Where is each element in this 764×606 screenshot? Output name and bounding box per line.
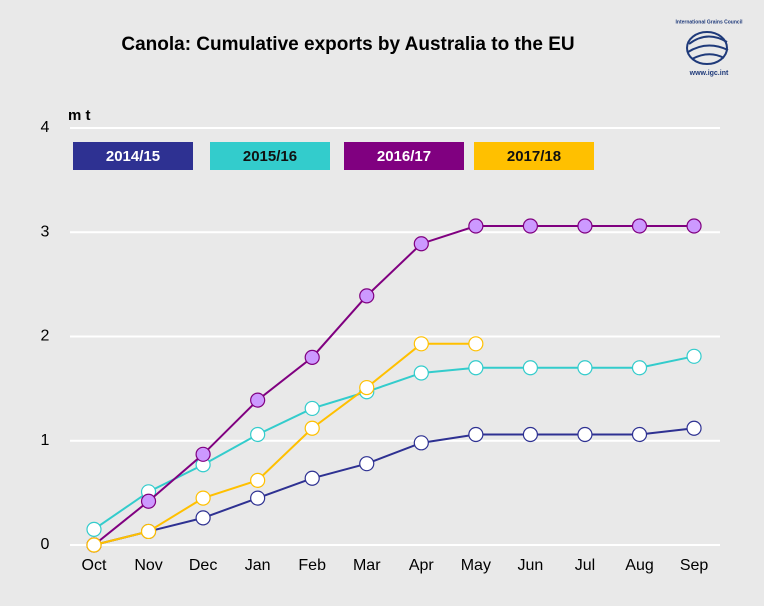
data-point bbox=[468, 336, 484, 352]
data-point bbox=[140, 493, 157, 509]
x-tick-label: Mar bbox=[353, 557, 381, 574]
data-point bbox=[686, 420, 702, 436]
x-tick-label: Feb bbox=[298, 557, 326, 574]
x-tick-label: Jan bbox=[245, 557, 271, 574]
data-point bbox=[250, 392, 266, 408]
chart-title: Canola: Cumulative exports by Australia … bbox=[121, 34, 574, 55]
y-tick-label: 4 bbox=[41, 119, 50, 136]
data-point bbox=[86, 537, 102, 553]
legend-label: 2014/15 bbox=[106, 148, 160, 165]
data-point bbox=[195, 446, 211, 462]
logo-lines bbox=[687, 35, 729, 60]
data-point bbox=[631, 426, 648, 443]
x-tick-label: May bbox=[461, 557, 491, 574]
data-point bbox=[304, 470, 320, 486]
data-point bbox=[359, 288, 375, 304]
data-point bbox=[304, 400, 320, 417]
series-line bbox=[93, 355, 695, 531]
data-point bbox=[413, 365, 429, 381]
data-point bbox=[250, 426, 266, 443]
legend-swatch bbox=[73, 142, 193, 170]
data-point bbox=[631, 360, 648, 376]
data-point bbox=[686, 348, 702, 364]
data-point bbox=[468, 218, 484, 234]
logo-globe bbox=[686, 31, 728, 65]
data-point bbox=[195, 510, 211, 526]
data-point bbox=[413, 435, 429, 451]
x-tick-label: Jul bbox=[575, 557, 595, 574]
legend-swatch bbox=[344, 142, 464, 170]
series bbox=[86, 218, 702, 553]
data-point bbox=[140, 523, 157, 540]
legend-label: 2015/16 bbox=[243, 148, 297, 165]
series-line bbox=[93, 427, 695, 546]
data-point bbox=[413, 336, 429, 352]
y-tick-label: 2 bbox=[41, 328, 50, 345]
data-point bbox=[577, 426, 593, 443]
series-line bbox=[93, 342, 476, 546]
data-point bbox=[250, 490, 266, 506]
data-point bbox=[195, 490, 211, 506]
x-tick-label: Nov bbox=[134, 557, 162, 574]
data-point bbox=[522, 426, 539, 443]
data-point bbox=[631, 218, 648, 234]
series-line bbox=[93, 224, 695, 546]
x-tick-label: Jun bbox=[518, 557, 544, 574]
data-point bbox=[577, 218, 593, 234]
data-point bbox=[413, 236, 429, 252]
x-tick-label: Sep bbox=[680, 557, 709, 574]
y-tick-label: 1 bbox=[41, 432, 50, 449]
series bbox=[86, 336, 484, 553]
logo: International Grains Council www.igc.int bbox=[676, 19, 744, 77]
data-point bbox=[522, 218, 539, 234]
data-point bbox=[86, 521, 102, 537]
data-point bbox=[468, 426, 484, 443]
y-axis-label: m t bbox=[68, 107, 91, 124]
y-tick-label: 0 bbox=[41, 536, 50, 553]
data-point bbox=[250, 472, 266, 488]
data-point bbox=[522, 360, 539, 376]
logo-url: www.igc.int bbox=[689, 70, 729, 77]
x-tick-label: Apr bbox=[409, 557, 435, 574]
data-point bbox=[468, 360, 484, 376]
logo-name: International Grains Council bbox=[676, 19, 744, 25]
data-point bbox=[359, 456, 375, 472]
legend-label: 2017/18 bbox=[507, 148, 561, 165]
y-tick-label: 3 bbox=[41, 223, 50, 240]
x-tick-label: Dec bbox=[189, 557, 217, 574]
data-point bbox=[304, 420, 320, 436]
data-point bbox=[304, 349, 320, 365]
data-point bbox=[359, 379, 375, 396]
data-point bbox=[577, 360, 593, 376]
x-tick-label: Oct bbox=[82, 557, 107, 574]
legend-swatch bbox=[474, 142, 594, 170]
data-point bbox=[686, 218, 702, 234]
legend-swatch bbox=[210, 142, 330, 170]
legend-label: 2016/17 bbox=[377, 148, 431, 165]
x-tick-label: Aug bbox=[625, 557, 653, 574]
series bbox=[86, 348, 702, 537]
